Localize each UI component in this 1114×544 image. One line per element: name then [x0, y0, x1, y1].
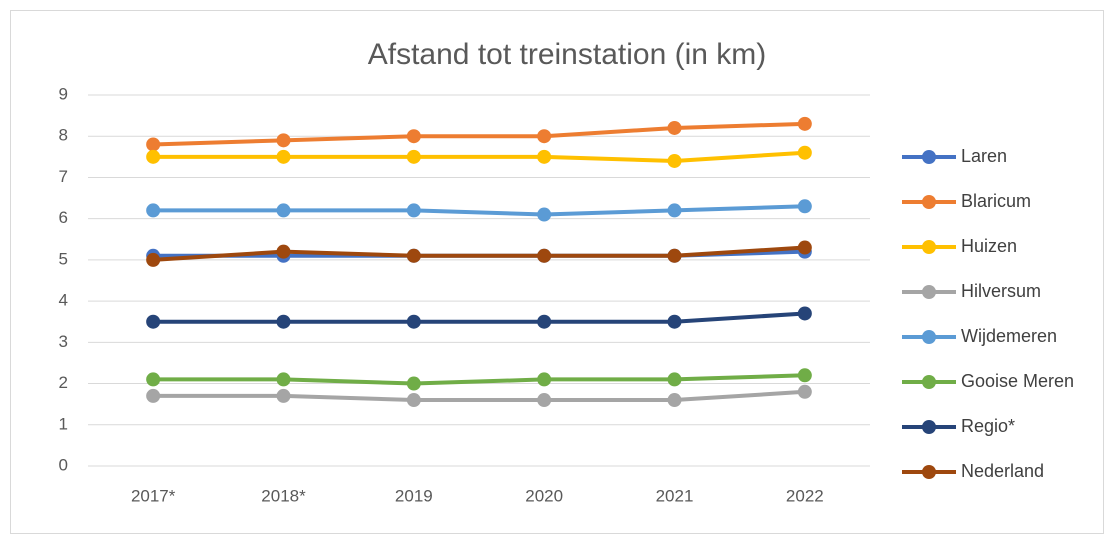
legend-label: Gooise Meren — [961, 371, 1074, 391]
marker — [667, 120, 682, 135]
legend-label: Huizen — [961, 236, 1017, 256]
marker — [276, 203, 291, 218]
series-line — [153, 373, 805, 386]
legend-label: Regio* — [961, 416, 1015, 436]
marker — [276, 244, 291, 259]
x-tick-label: 2022 — [786, 486, 824, 505]
y-tick-label: 7 — [59, 167, 68, 186]
x-tick-label: 2020 — [525, 486, 563, 505]
marker — [406, 203, 421, 218]
x-tick-label: 2019 — [395, 486, 433, 505]
marker — [797, 199, 812, 214]
marker — [797, 240, 812, 255]
legend-marker — [922, 150, 936, 164]
x-tick-label: 2018* — [261, 486, 306, 505]
marker — [797, 145, 812, 160]
marker — [146, 149, 161, 164]
legend-marker — [922, 285, 936, 299]
legend-marker — [922, 240, 936, 254]
y-tick-label: 4 — [59, 291, 68, 310]
marker — [146, 203, 161, 218]
marker — [797, 384, 812, 399]
x-tick-label: 2021 — [656, 486, 694, 505]
legend-marker — [922, 420, 936, 434]
marker — [797, 368, 812, 383]
legend-label: Laren — [961, 146, 1007, 166]
marker — [406, 149, 421, 164]
y-tick-label: 9 — [59, 84, 68, 103]
marker — [146, 388, 161, 403]
marker — [667, 203, 682, 218]
marker — [537, 393, 552, 408]
legend-marker — [922, 375, 936, 389]
series-line — [153, 245, 805, 262]
chart-border — [10, 10, 1104, 534]
chart-title: Afstand tot treinstation (in km) — [368, 38, 767, 71]
y-tick-label: 5 — [59, 249, 68, 268]
y-tick-label: 6 — [59, 208, 68, 227]
series-line — [153, 311, 805, 324]
marker — [667, 314, 682, 329]
series-line — [153, 204, 805, 217]
marker — [276, 149, 291, 164]
marker — [667, 248, 682, 263]
x-tick-label: 2017* — [131, 486, 176, 505]
marker — [146, 137, 161, 152]
marker — [276, 133, 291, 148]
marker — [406, 376, 421, 391]
y-tick-label: 3 — [59, 332, 68, 351]
marker — [537, 248, 552, 263]
marker — [276, 388, 291, 403]
legend-label: Nederland — [961, 461, 1044, 481]
marker — [276, 314, 291, 329]
marker — [406, 393, 421, 408]
marker — [797, 116, 812, 131]
legend-marker — [922, 465, 936, 479]
marker — [797, 306, 812, 321]
marker — [146, 252, 161, 267]
series-line — [153, 389, 805, 403]
legend-label: Wijdemeren — [961, 326, 1057, 346]
y-tick-label: 2 — [59, 373, 68, 392]
legend-label: Blaricum — [961, 191, 1031, 211]
series-line — [153, 121, 805, 147]
marker — [537, 372, 552, 387]
legend-label: Hilversum — [961, 281, 1041, 301]
marker — [537, 314, 552, 329]
y-tick-label: 1 — [59, 414, 68, 433]
marker — [276, 372, 291, 387]
marker — [406, 314, 421, 329]
marker — [537, 207, 552, 222]
y-tick-label: 0 — [59, 455, 68, 474]
marker — [537, 129, 552, 144]
marker — [667, 372, 682, 387]
legend-marker — [922, 195, 936, 209]
legend-marker — [922, 330, 936, 344]
marker — [146, 372, 161, 387]
marker — [406, 248, 421, 263]
marker — [537, 149, 552, 164]
series-line — [153, 150, 805, 163]
marker — [667, 153, 682, 168]
marker — [146, 314, 161, 329]
marker — [406, 129, 421, 144]
y-tick-label: 8 — [59, 126, 68, 145]
marker — [667, 393, 682, 408]
